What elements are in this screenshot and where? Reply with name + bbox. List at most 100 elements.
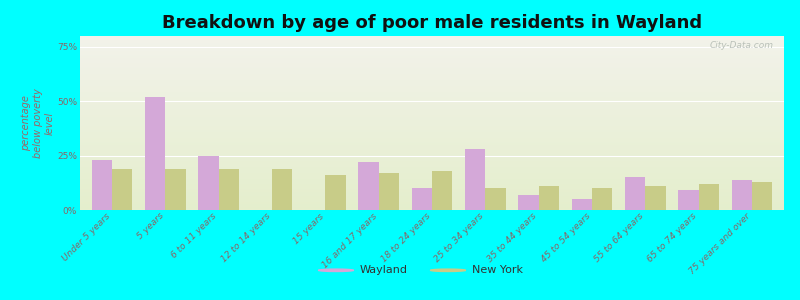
Bar: [378, 173, 399, 210]
Bar: [80, 75, 784, 76]
Bar: [80, 161, 784, 162]
Bar: [80, 51, 784, 52]
Text: New York: New York: [472, 265, 523, 275]
Bar: [80, 141, 784, 142]
Bar: [80, 36, 784, 37]
Bar: [80, 55, 784, 56]
Bar: [80, 71, 784, 72]
Bar: [80, 66, 784, 67]
Bar: [80, 134, 784, 135]
Bar: [145, 97, 166, 210]
Bar: [80, 209, 784, 210]
Bar: [80, 52, 784, 53]
Bar: [80, 165, 784, 166]
Bar: [80, 197, 784, 198]
Bar: [80, 83, 784, 84]
Bar: [80, 206, 784, 207]
Bar: [412, 188, 432, 210]
Bar: [80, 177, 784, 178]
Bar: [80, 81, 784, 82]
Bar: [80, 200, 784, 201]
Bar: [80, 156, 784, 157]
Bar: [80, 124, 784, 125]
Bar: [80, 118, 784, 119]
Bar: [80, 97, 784, 98]
Bar: [80, 148, 784, 149]
Bar: [358, 162, 378, 210]
Bar: [80, 157, 784, 158]
Bar: [80, 67, 784, 68]
Bar: [80, 42, 784, 43]
Bar: [80, 175, 784, 176]
Bar: [80, 90, 784, 91]
Text: Wayland: Wayland: [360, 265, 408, 275]
Bar: [80, 116, 784, 117]
Bar: [80, 159, 784, 160]
Bar: [80, 103, 784, 104]
Bar: [80, 163, 784, 164]
Bar: [80, 43, 784, 44]
Bar: [80, 80, 784, 81]
Bar: [80, 47, 784, 48]
Bar: [80, 54, 784, 55]
Bar: [80, 106, 784, 107]
Bar: [80, 82, 784, 83]
Bar: [80, 147, 784, 148]
Bar: [80, 48, 784, 49]
Bar: [80, 77, 784, 78]
Bar: [80, 72, 784, 73]
Bar: [80, 117, 784, 118]
Bar: [80, 46, 784, 47]
Bar: [80, 164, 784, 165]
Bar: [625, 177, 646, 210]
Bar: [198, 156, 218, 210]
Circle shape: [430, 269, 466, 272]
Bar: [80, 154, 784, 155]
Bar: [80, 95, 784, 96]
Bar: [80, 188, 784, 189]
Bar: [80, 150, 784, 151]
Bar: [80, 135, 784, 136]
Bar: [518, 195, 538, 210]
Bar: [80, 199, 784, 200]
Bar: [732, 179, 752, 210]
Bar: [80, 149, 784, 150]
Bar: [80, 170, 784, 171]
Bar: [80, 168, 784, 169]
Bar: [80, 130, 784, 131]
Bar: [80, 158, 784, 159]
Bar: [80, 69, 784, 70]
Bar: [80, 123, 784, 124]
Bar: [80, 61, 784, 62]
Bar: [80, 121, 784, 122]
Bar: [80, 178, 784, 179]
Bar: [80, 39, 784, 40]
Bar: [80, 56, 784, 57]
Bar: [80, 155, 784, 156]
Bar: [80, 64, 784, 65]
Bar: [80, 58, 784, 59]
Bar: [80, 207, 784, 208]
Bar: [272, 169, 292, 210]
Bar: [80, 174, 784, 175]
Bar: [80, 137, 784, 138]
Bar: [80, 37, 784, 38]
Bar: [80, 107, 784, 108]
Bar: [80, 88, 784, 89]
Bar: [80, 173, 784, 174]
Y-axis label: percentage
below poverty
level: percentage below poverty level: [21, 88, 54, 158]
Bar: [80, 91, 784, 92]
Bar: [80, 160, 784, 161]
Bar: [80, 108, 784, 109]
Bar: [80, 145, 784, 146]
Bar: [80, 181, 784, 182]
Bar: [80, 153, 784, 154]
Bar: [80, 73, 784, 74]
Bar: [80, 125, 784, 126]
Bar: [80, 151, 784, 152]
Bar: [80, 111, 784, 112]
Bar: [646, 186, 666, 210]
Bar: [80, 195, 784, 196]
Bar: [80, 202, 784, 203]
Bar: [80, 63, 784, 64]
